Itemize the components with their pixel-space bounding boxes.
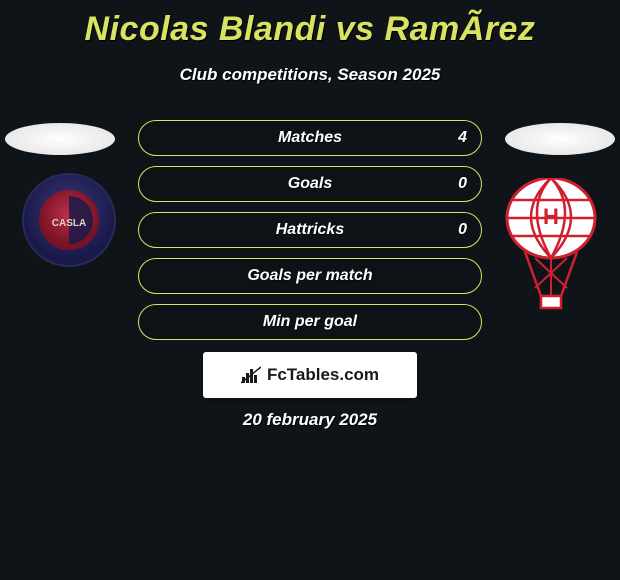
stat-right-value: 4 [458,129,467,147]
stat-right-value: 0 [458,221,467,239]
stat-row: Min per goal [138,304,482,340]
stats-table: Matches 4 Goals 0 Hattricks 0 Goals per … [138,120,482,350]
site-attribution: FcTables.com [203,352,417,398]
bar-chart-icon [241,365,261,385]
stat-label: Min per goal [263,313,357,331]
page-title: Nicolas Blandi vs RamÃrez [0,0,620,49]
right-club-crest: H [501,178,601,313]
stat-label: Hattricks [276,221,344,239]
stat-label: Matches [278,129,342,147]
stat-row: Matches 4 [138,120,482,156]
subtitle: Club competitions, Season 2025 [0,65,620,85]
left-player-placeholder [5,123,115,155]
stat-right-value: 0 [458,175,467,193]
svg-text:CASLA: CASLA [52,218,86,229]
site-name: FcTables.com [267,365,379,385]
stat-label: Goals [288,175,332,193]
stat-row: Hattricks 0 [138,212,482,248]
stat-row: Goals 0 [138,166,482,202]
generated-date: 20 february 2025 [0,410,620,430]
stat-label: Goals per match [247,267,372,285]
left-club-crest: CASLA [19,172,119,272]
right-player-placeholder [505,123,615,155]
svg-text:H: H [543,204,559,229]
stat-row: Goals per match [138,258,482,294]
